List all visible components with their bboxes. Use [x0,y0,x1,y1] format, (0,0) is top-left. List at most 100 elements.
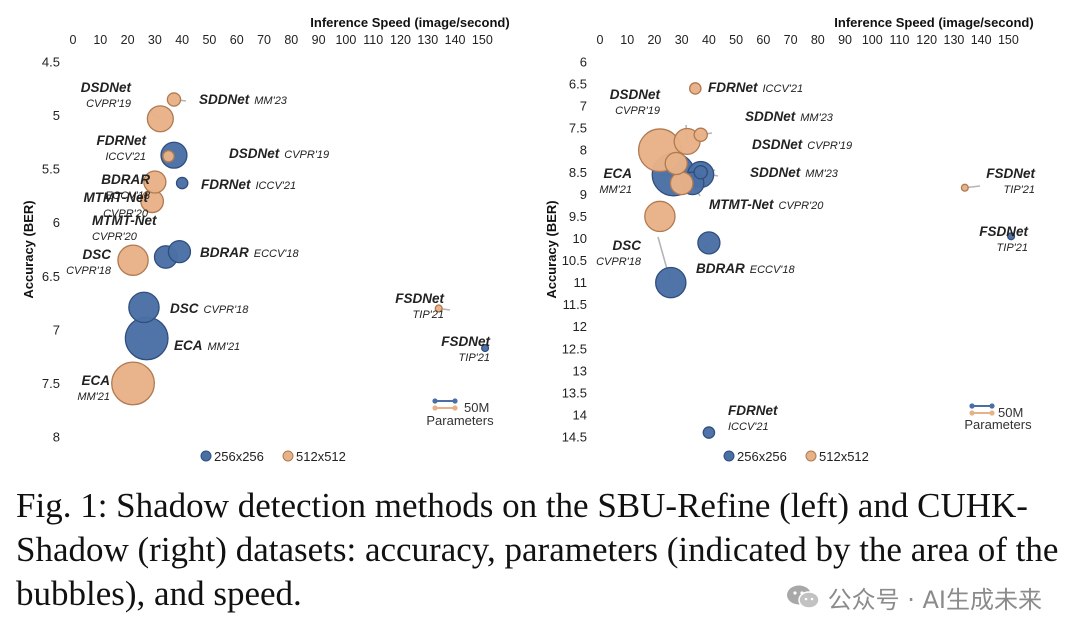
figure: Inference Speed (image/second) 0 10 20 30 40 5… [21,15,1035,464]
y-tick-label: 7 [53,322,60,337]
x-tick-label: 90 [312,33,326,47]
point-label: SDDNet MM'23 [750,165,839,180]
watermark: 公众号 · AI生成未来 [786,580,1042,614]
point-label: BDRAR ECCV'18 [101,172,151,202]
y-tick-label: 7.5 [42,376,60,391]
point-label: FDRNet ICCV'21 [708,80,803,95]
x-tick-label: 150 [472,33,493,47]
method-name: SDDNet [199,92,250,107]
y-tick-label: 14.5 [562,430,587,445]
bubble-512x512-eca [111,361,155,406]
size-key-value: 50M [464,400,489,415]
bubble-512x512-sddnet [166,92,182,107]
method-name: DSDNet [752,137,803,152]
method-name: MTMT-Net [92,213,157,228]
x-axis-title: Inference Speed (image/second) [834,15,1033,30]
method-name: MTMT-Net [84,190,149,205]
x-tick-label: 110 [363,33,383,47]
point-label: ECA MM'21 [77,373,110,403]
bubbles [111,92,490,406]
point-label: ECA MM'21 [599,166,632,196]
x-tick-label: 50 [202,33,216,47]
point-label: FDRNet ICCV'21 [201,177,296,192]
bubble-512x512-bdrar [664,151,688,176]
x-tick-label: 130 [417,33,438,47]
legend-swatch [200,450,212,462]
method-name: FSDNet [986,166,1035,181]
legend-label: 512x512 [819,449,869,464]
x-tick-label: 80 [811,33,825,47]
size-key-dot [432,405,438,411]
point-label: SDDNet MM'23 [199,92,288,107]
point-label: ECA MM'21 [174,338,240,353]
x-tick-label: 10 [620,33,634,47]
size-key-dot [452,405,458,411]
bubble-512x512-dsc [644,200,676,233]
point-label: DSC CVPR'18 [596,238,642,268]
legend-label: 256x256 [737,449,787,464]
y-axis-title: Accuracy (BER) [544,200,559,298]
x-tick-label: 0 [597,33,604,47]
x-tick-label: 120 [390,33,411,47]
bubble-512x512-dsdnet [146,105,174,133]
bubble-256x256-eca [124,316,169,361]
x-tick-label: 80 [284,33,298,47]
watermark-text: 公众号 · AI生成未来 [827,585,1042,614]
method-name: FSDNet [441,334,490,349]
x-tick-label: 70 [257,33,271,47]
venue-name: CVPR'20 [103,208,149,220]
venue-name: CVPR'20 [779,200,825,212]
chart-panel-right: Inference Speed (image/second) 0 10 20 30 40 5… [544,15,1035,464]
venue-name: TIP'21 [1004,184,1035,196]
y-tick-label: 10 [573,231,587,246]
y-tick-label: 6.5 [569,77,587,92]
venue-name: ICCV'21 [105,151,146,163]
venue-name: MM'21 [77,391,110,403]
y-tick-label: 13 [573,363,587,378]
bubble-256x256-dsc [128,291,160,324]
method-name: DSDNet [81,80,132,95]
size-key-dot [989,403,995,409]
method-name: ECA [81,373,110,388]
legend: 256x256 512x512 [723,449,869,464]
venue-name: ICCV'21 [763,83,804,95]
venue-name: MM'23 [805,168,839,180]
bubble-512x512-bdrar [143,170,167,194]
bubble-512x512-sddnet [693,127,708,143]
point-label: FSDNet TIP'21 [441,334,490,364]
x-tick-label: 10 [93,33,107,47]
x-tick-label: 140 [445,33,466,47]
size-key-dot [432,398,438,404]
x-tick-label: 60 [230,33,244,47]
venue-name: CVPR'19 [615,105,660,117]
method-name: BDRAR [200,245,249,260]
method-name: BDRAR [696,261,745,276]
bubble-512x512-fdrnet [162,149,175,163]
venue-name: TIP'21 [459,352,490,364]
size-key-label: Parameters [426,413,494,428]
y-tick-label: 8 [580,143,587,158]
x-tick-label: 30 [148,33,162,47]
point-label: MTMT-Net CVPR'20 [84,190,149,220]
x-tick-label: 20 [121,33,135,47]
method-name: DSC [82,247,111,262]
x-tick-label: 100 [862,33,883,47]
method-name: MTMT-Net [709,197,774,212]
legend-label: 512x512 [296,449,346,464]
point-label: MTMT-Net CVPR'20 [709,197,824,212]
venue-name: TIP'21 [997,242,1028,254]
point-label: DSDNet CVPR'19 [229,146,329,161]
x-tick-label: 70 [784,33,798,47]
x-tick-label: 110 [890,33,910,47]
venue-name: ECCV'18 [105,190,151,202]
x-tick-label: 120 [916,33,937,47]
method-name: DSDNet [610,87,661,102]
bubble-512x512-fsdnet [960,183,969,192]
bubble-512x512-mtmt-net [669,171,694,196]
x-tick-label: 140 [971,33,992,47]
x-tick-label: 90 [838,33,852,47]
method-name: FDRNet [201,177,251,192]
venue-name: MM'23 [254,95,288,107]
